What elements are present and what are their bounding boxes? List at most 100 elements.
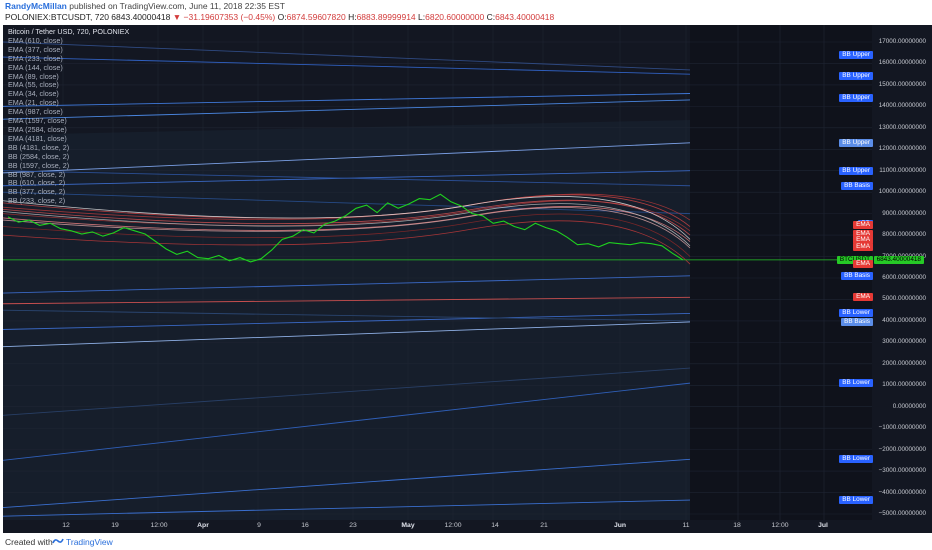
indicator-value-tag: EMA (853, 236, 873, 245)
indicator-value-tag: BB Upper (839, 93, 873, 102)
bb-line (3, 309, 691, 322)
price-axis-label: 5000.00000000 (882, 295, 926, 303)
time-axis-label: Jul (818, 522, 828, 529)
bb-line (3, 142, 691, 174)
legend-indicator-item[interactable]: EMA (233, close) (8, 53, 63, 63)
time-axis-label: Jun (613, 522, 627, 529)
indicator-value-tag: BB Upper (839, 72, 873, 81)
last-price: 6843.40000418 (111, 12, 171, 22)
price-plot[interactable] (3, 25, 932, 533)
price-axis-label: 10000.00000000 (878, 188, 926, 196)
price-axis-label: −4000.00000000 (878, 488, 926, 496)
time-axis-label: 16 (301, 522, 309, 529)
legend-indicator-item[interactable]: BB (987, close, 2) (8, 169, 66, 179)
legend-indicator-item[interactable]: BB (233, close, 2) (8, 196, 66, 206)
chart-pane[interactable]: Bitcoin / Tether USD, 720, POLONIEX EMA … (3, 25, 932, 533)
ema-line (3, 207, 691, 249)
legend-indicator-item[interactable]: EMA (89, close) (8, 71, 59, 81)
tradingview-brand[interactable]: TradingView (66, 537, 113, 547)
legend-indicator-item[interactable]: EMA (4181, close) (8, 133, 67, 143)
last-price-tag: BTCUSDT (836, 255, 873, 264)
chart-header: RandyMcMillan published on TradingView.c… (0, 0, 932, 24)
close-value: 6843.40000418 (495, 12, 555, 22)
ema-line (3, 220, 691, 265)
indicator-value-tag: EMA (853, 221, 873, 230)
time-axis-label: Apr (197, 522, 209, 529)
indicator-value-tag: EMA (853, 260, 873, 269)
symbol-info: POLONIEX:BTCUSDT, 720 6843.40000418 ▼ −3… (5, 12, 554, 22)
indicator-value-tag: BB Lower (839, 309, 873, 318)
legend-indicator-item[interactable]: EMA (2584, close) (8, 124, 67, 134)
legend-indicator-item[interactable]: BB (1597, close, 2) (8, 160, 70, 170)
bb-line (3, 499, 691, 517)
price-change: ▼ −31.19607353 (−0.45%) (172, 12, 276, 22)
indicator-value-tag: BB Basis (841, 181, 873, 190)
tradingview-logo-icon (52, 538, 64, 544)
price-axis-label: 4000.00000000 (882, 316, 926, 324)
indicator-value-tag: EMA (853, 293, 873, 302)
price-axis-label: 16000.00000000 (878, 59, 926, 67)
price-axis-label: 1000.00000000 (882, 381, 926, 389)
ema-line (3, 199, 691, 236)
created-with-text: Created with (5, 537, 53, 547)
legend-indicator-item[interactable]: BB (610, close, 2) (8, 178, 66, 188)
publish-info: RandyMcMillan published on TradingView.c… (5, 1, 285, 11)
last-price-badge: 6843.40000418 (873, 255, 924, 264)
bb-line (3, 296, 691, 305)
low-label: L: (418, 12, 426, 22)
price-line (7, 193, 684, 263)
high-value: 6883.89999914 (356, 12, 416, 22)
price-axis-label: 3000.00000000 (882, 338, 926, 346)
legend-indicator-item[interactable]: EMA (610, close) (8, 35, 63, 45)
price-axis-label: 8000.00000000 (882, 231, 926, 239)
time-axis-label: 12:00 (771, 522, 789, 529)
symbol-name: POLONIEX:BTCUSDT, 720 (5, 12, 109, 22)
indicator-value-tag: BB Upper (839, 138, 873, 147)
legend-indicator-item[interactable]: BB (4181, close, 2) (8, 142, 70, 152)
close-label: C: (486, 12, 496, 22)
bb-line (3, 321, 691, 348)
legend-indicator-item[interactable]: EMA (21, close) (8, 98, 59, 108)
bb-line (3, 191, 691, 215)
indicator-value-tag: BB Basis (841, 271, 873, 280)
bollinger-fill (3, 120, 690, 520)
legend-indicator-item[interactable]: EMA (144, close) (8, 62, 63, 72)
price-axis[interactable]: 17000.00000000 16000.00000000 15000.000000… (872, 25, 932, 533)
legend-indicator-item[interactable]: BB (2584, close, 2) (8, 151, 70, 161)
indicator-value-tag: BB Basis (841, 317, 873, 326)
legend-title: Bitcoin / Tether USD, 720, POLONIEX (8, 27, 130, 36)
time-axis-label: 12 (62, 522, 70, 529)
high-label: H: (348, 12, 357, 22)
price-axis-label: 14000.00000000 (878, 102, 926, 110)
price-axis-label: 6000.00000000 (882, 274, 926, 281)
price-axis-label: −5000.00000000 (878, 510, 926, 517)
time-axis[interactable]: 12 19 12:00 Apr 9 16 23 May 12:00 14 21 Jun 11 18 12:0… (3, 520, 873, 533)
bb-line (3, 170, 691, 187)
price-axis-label: −3000.00000000 (878, 467, 926, 475)
author-link[interactable]: RandyMcMillan (5, 1, 67, 11)
ema-line (3, 196, 691, 240)
price-axis-label: 12000.00000000 (878, 145, 926, 153)
indicator-value-tag: BB Lower (839, 455, 873, 464)
legend-indicator-item[interactable]: EMA (34, close) (8, 89, 59, 99)
indicator-value-tag: BB Lower (839, 379, 873, 388)
price-axis-label: −1000.00000000 (878, 424, 926, 432)
bb-line (3, 56, 691, 75)
time-axis-label: 12:00 (150, 522, 168, 529)
price-axis-label: 11000.00000000 (879, 166, 926, 174)
footer: Created with TradingView (0, 533, 932, 550)
price-axis-label: 9000.00000000 (882, 209, 926, 217)
ema-line (3, 213, 691, 257)
legend-indicator-item[interactable]: EMA (1597, close) (8, 116, 67, 126)
legend-indicator-item[interactable]: BB (377, close, 2) (8, 187, 66, 197)
legend-indicator-item[interactable]: EMA (377, close) (8, 44, 63, 54)
indicator-value-tag: EMA (853, 230, 873, 239)
legend-indicator-item[interactable]: EMA (55, close) (8, 80, 59, 90)
price-axis-label: 0.00000000 (892, 402, 926, 410)
published-text: published on TradingView.com, June 11, 2… (69, 1, 285, 11)
bb-line (3, 41, 691, 71)
indicator-value-tag: BB Upper (839, 166, 873, 175)
bb-line (3, 275, 691, 294)
legend-indicator-item[interactable]: EMA (987, close) (8, 107, 63, 117)
time-axis-label: 21 (540, 522, 548, 529)
